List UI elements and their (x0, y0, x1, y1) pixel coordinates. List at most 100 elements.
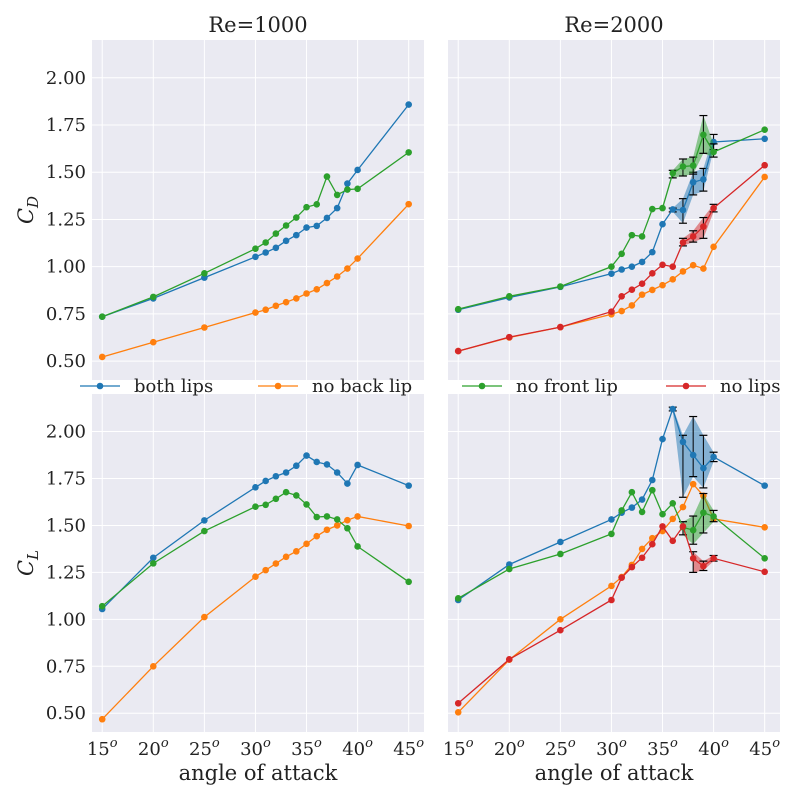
y-tick-label: 1.75 (46, 115, 86, 136)
panel-cl_re1000: 0.50 0.75 1.00 1.25 1.50 1.75 2.00 CL 15o 20o 25o 3… (14, 394, 424, 785)
data-point (608, 263, 615, 270)
data-point (761, 161, 768, 169)
legend-marker (96, 382, 104, 390)
legend-marker (682, 382, 690, 390)
data-point (669, 537, 677, 545)
data-point (710, 453, 717, 461)
data-point (679, 523, 687, 530)
data-point (710, 148, 717, 156)
data-point (272, 244, 280, 252)
data-point (293, 492, 300, 499)
data-point (354, 166, 361, 174)
legend-label: no front lip (516, 376, 618, 397)
data-point (149, 293, 157, 301)
data-point (557, 283, 564, 290)
data-point (608, 582, 615, 590)
data-point (98, 313, 106, 321)
data-point (761, 126, 768, 134)
data-point (638, 280, 646, 287)
data-point (323, 513, 331, 520)
data-point (505, 565, 513, 573)
data-point (618, 293, 625, 300)
data-point (454, 708, 462, 716)
data-point (303, 224, 310, 231)
data-point (649, 534, 656, 542)
data-point (689, 451, 697, 459)
data-point (282, 488, 290, 496)
x-tick-label: 45o (393, 736, 424, 760)
data-point (323, 173, 331, 180)
data-point (201, 613, 208, 621)
y-tick-label: 0.50 (46, 703, 86, 724)
data-point (659, 510, 666, 518)
data-point (689, 162, 697, 169)
data-point (700, 223, 707, 230)
data-point (689, 526, 697, 534)
y-tick-label: 0.50 (46, 351, 86, 372)
data-point (262, 249, 269, 256)
data-point (98, 353, 106, 361)
data-point (454, 595, 462, 602)
data-point (505, 656, 513, 663)
data-point (201, 269, 208, 277)
data-point (608, 530, 615, 538)
data-point (649, 269, 656, 277)
plot-area (448, 40, 780, 380)
data-point (282, 298, 290, 306)
data-point (333, 516, 341, 523)
data-point (303, 290, 310, 297)
data-point (638, 496, 646, 503)
panel-title: Re=1000 (208, 13, 307, 37)
data-point (638, 233, 646, 240)
data-point (303, 540, 310, 548)
data-point (405, 149, 412, 156)
data-point (608, 270, 615, 277)
data-point (344, 265, 351, 272)
data-point (333, 273, 341, 280)
data-point (313, 458, 321, 466)
y-tick-label: 0.75 (46, 304, 86, 325)
data-point (689, 480, 697, 488)
series-no-front-lip (454, 486, 768, 602)
y-tick-label: 0.75 (46, 656, 86, 677)
legend-entry: no back lip (258, 376, 412, 397)
data-point (689, 261, 697, 269)
data-point (557, 323, 564, 331)
data-point (252, 484, 259, 491)
data-point (293, 462, 300, 470)
data-point (344, 480, 351, 487)
data-point (354, 255, 361, 262)
data-point (618, 507, 625, 514)
data-point (608, 516, 615, 523)
data-point (98, 715, 106, 723)
x-tick-label: 35o (647, 736, 678, 760)
data-point (679, 438, 687, 446)
data-point (333, 469, 341, 476)
x-tick-label: 30o (596, 736, 627, 760)
panels: Re=10000.500.751.001.251.501.752.00CDRe=… (14, 13, 780, 785)
data-point (262, 566, 269, 574)
data-point (344, 186, 351, 193)
legend-entry: no front lip (462, 376, 618, 397)
data-point (649, 248, 656, 256)
data-point (405, 101, 412, 108)
data-point (303, 501, 310, 508)
data-point (761, 173, 768, 181)
series-both-lips (454, 405, 768, 604)
data-point (262, 306, 269, 314)
data-point (638, 291, 646, 298)
data-point (669, 515, 677, 523)
data-point (659, 261, 666, 269)
y-tick-label: 1.25 (46, 209, 86, 230)
data-point (628, 286, 636, 294)
x-tick-label: 25o (545, 736, 576, 760)
data-point (313, 201, 321, 208)
data-point (262, 239, 269, 246)
data-point (638, 545, 646, 553)
series-no-back-lip (98, 200, 412, 361)
data-point (669, 206, 677, 213)
data-point (669, 263, 677, 270)
x-tick-label: 25o (189, 736, 220, 760)
data-point (669, 499, 677, 507)
